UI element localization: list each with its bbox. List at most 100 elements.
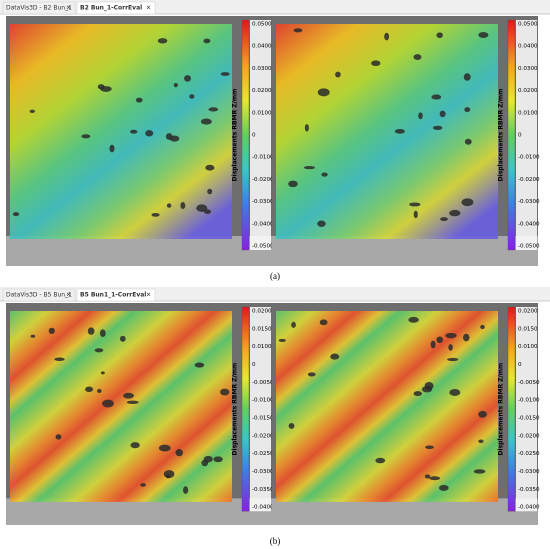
speckle <box>473 469 486 474</box>
panel-caption: (a) <box>270 271 280 281</box>
panel-caption: (b) <box>270 536 281 546</box>
colorbar-tick-label: 0 <box>252 362 256 368</box>
speckle <box>54 357 65 362</box>
speckle <box>408 316 419 323</box>
heatmap <box>276 311 498 502</box>
colorbar-title: Displacements RBMR Z/mm <box>498 89 505 182</box>
colorbar-tick-label: 0 <box>518 133 522 139</box>
colorbar-title: Displacements RBMR Z/mm <box>232 89 239 182</box>
colorbar-tick-label: -0.0050 <box>518 380 540 386</box>
speckle <box>463 73 471 81</box>
speckle <box>97 388 102 394</box>
colorbar-tick-label: -0.0200 <box>518 177 540 183</box>
colorbar-tick-label: -0.0250 <box>518 451 540 457</box>
speckle <box>413 54 422 60</box>
speckle <box>480 324 485 330</box>
speckle <box>317 220 326 227</box>
colorbar-tick-label: -0.0500 <box>518 244 540 250</box>
speckle <box>175 449 184 457</box>
colorbar-tick-label: 0.0100 <box>518 110 538 116</box>
speckle <box>173 82 178 88</box>
speckle <box>85 386 94 393</box>
speckle <box>182 486 189 494</box>
speckle <box>478 439 484 444</box>
colorbar-tick-label: 0.0200 <box>252 88 272 94</box>
speckle <box>30 334 36 338</box>
colorbar-tick-label: -0.0100 <box>252 155 274 161</box>
tab <box>76 288 156 302</box>
speckle <box>375 457 386 464</box>
colorbar-tick-label: 0.0200 <box>518 309 538 315</box>
speckle <box>463 333 470 342</box>
speckle <box>130 129 138 134</box>
speckle <box>438 484 449 491</box>
speckle <box>203 38 211 44</box>
speckle <box>29 109 35 114</box>
speckle <box>424 382 434 390</box>
tab-close[interactable]: ✕ <box>66 292 71 299</box>
speckle <box>293 28 303 33</box>
speckle <box>478 410 487 418</box>
colorbar-tick-label: -0.0300 <box>518 199 540 205</box>
speckle <box>109 144 115 153</box>
image-bottom <box>6 498 272 525</box>
speckle <box>303 165 316 170</box>
speckle <box>140 483 146 487</box>
speckle <box>449 209 461 217</box>
colorbar-tick-label: -0.0100 <box>518 155 540 161</box>
speckle <box>213 456 223 463</box>
speckle <box>321 172 328 177</box>
colorbar-tick-label: 0 <box>518 362 522 368</box>
speckle <box>464 138 472 145</box>
speckle <box>278 338 286 342</box>
colorbar-label-bg <box>516 307 537 512</box>
speckle <box>180 201 186 210</box>
speckle <box>48 327 55 334</box>
speckle <box>100 371 105 375</box>
tab-close[interactable]: ✕ <box>146 292 151 299</box>
heatmap <box>276 24 498 239</box>
colorbar-tick-label: -0.0300 <box>518 469 540 475</box>
speckle <box>94 348 104 353</box>
speckle <box>288 422 295 429</box>
speckle <box>201 459 209 467</box>
tab <box>76 1 156 15</box>
tab <box>2 1 76 15</box>
speckle <box>87 327 95 335</box>
speckle <box>449 388 461 396</box>
speckle <box>166 203 172 208</box>
tab-close[interactable]: ✕ <box>146 5 151 12</box>
colorbar-tick-label: -0.0200 <box>252 177 274 183</box>
heatmap <box>10 311 232 502</box>
speckle <box>163 470 175 479</box>
speckle <box>220 72 230 76</box>
speckle <box>81 134 91 139</box>
colorbar-tick-label: -0.0100 <box>518 398 540 404</box>
speckle <box>440 217 448 222</box>
speckle <box>335 71 341 78</box>
speckle <box>478 32 489 39</box>
colorbar-tick-label: -0.0400 <box>252 505 274 511</box>
colorbar-tick-label: 0.0100 <box>252 110 272 116</box>
colorbar-tick-label: -0.0300 <box>252 199 274 205</box>
speckle <box>384 32 390 41</box>
colorbar-tick-label: 0 <box>252 133 256 139</box>
image-bottom <box>6 236 272 266</box>
colorbar-tick-label: 0.0200 <box>252 309 272 315</box>
speckle <box>200 118 212 125</box>
speckle <box>439 110 446 118</box>
speckle <box>207 188 213 195</box>
tab <box>2 288 76 302</box>
colorbar-tick-label: -0.0050 <box>252 380 274 386</box>
speckle <box>196 204 208 212</box>
speckle <box>394 128 405 134</box>
speckle <box>445 332 457 339</box>
speckle <box>464 107 471 113</box>
colorbar-label-bg <box>250 307 271 512</box>
speckle <box>205 164 215 171</box>
colorbar-tick-label: -0.0400 <box>518 505 540 511</box>
speckle <box>194 362 205 368</box>
tab-close[interactable]: ✕ <box>66 5 71 12</box>
colorbar-tick-label: -0.0200 <box>252 433 274 439</box>
